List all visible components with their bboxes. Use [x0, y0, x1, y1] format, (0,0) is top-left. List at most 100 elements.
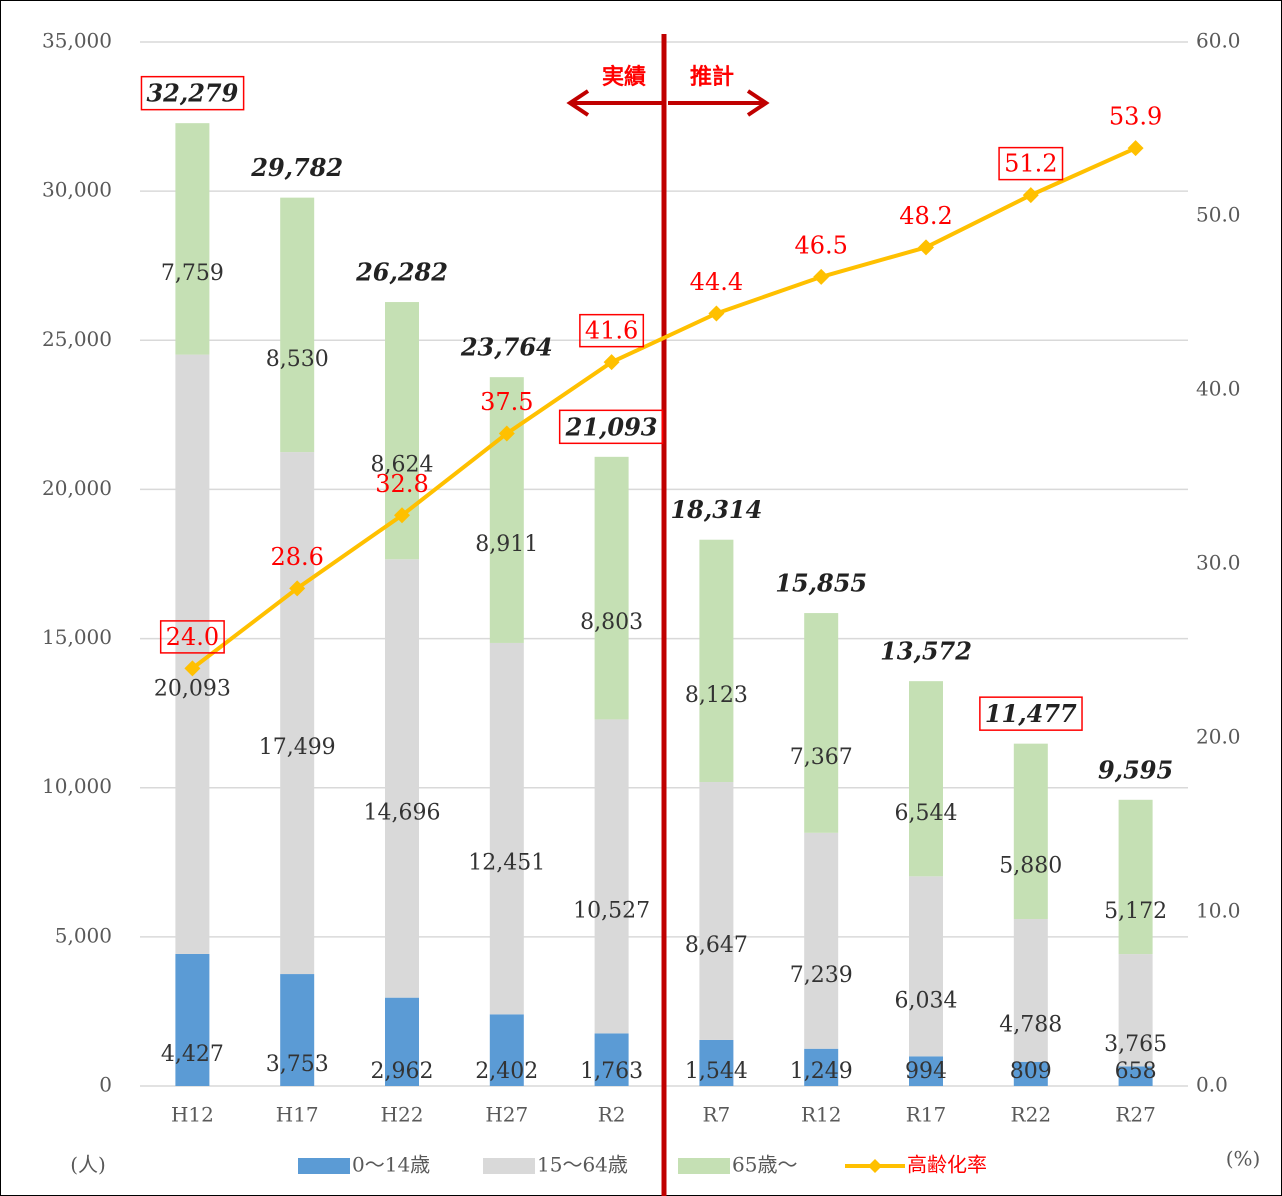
- bar-segment: [385, 997, 419, 1086]
- segment-label: 8,647: [685, 933, 748, 958]
- segment-label: 5,880: [999, 853, 1062, 878]
- bar-segment: [489, 642, 524, 1015]
- segment-label: 1,544: [685, 1059, 748, 1084]
- total-label: 13,572: [880, 637, 972, 666]
- rate-label: 32.8: [375, 470, 428, 498]
- bar-segment: [280, 974, 315, 1086]
- bar-segment: [1013, 743, 1048, 920]
- overlay: 4,427 20,093 7,759 32,279 3,753 17,499 8,530 29…: [140, 75, 1173, 1177]
- arrow-left-head: [566, 89, 590, 117]
- segment-label: 10,527: [573, 898, 650, 923]
- total-label: 23,764: [460, 333, 553, 362]
- bar-segment: [175, 354, 210, 954]
- rate-label: 44.4: [690, 268, 743, 296]
- legend-swatch: [678, 1158, 730, 1174]
- x-tick-label: H22: [381, 1103, 424, 1127]
- y-tick-label: 20,000: [42, 476, 112, 500]
- x-tick-label: H12: [171, 1103, 214, 1127]
- segment-label: 7,759: [161, 261, 224, 286]
- bar-segment: [909, 1056, 943, 1086]
- total-label: 29,782: [250, 153, 343, 182]
- bar-segment: [699, 1039, 734, 1086]
- y-unit: (人): [70, 1153, 106, 1177]
- segment-label: 5,172: [1104, 899, 1167, 924]
- y2-tick-label: 20.0: [1196, 725, 1241, 749]
- y-tick-label: 5,000: [55, 923, 112, 947]
- rate-label: 53.9: [1109, 103, 1162, 131]
- bar-segment: [489, 1014, 524, 1086]
- legend-swatch: [298, 1158, 350, 1174]
- x-tick-label: R27: [1115, 1103, 1156, 1127]
- legend-label: 0～14歳: [352, 1153, 430, 1177]
- rate-marker: [498, 425, 515, 442]
- segment-label: 1,249: [790, 1059, 853, 1084]
- rate-label: 37.5: [480, 388, 533, 416]
- total-label: 26,282: [355, 258, 448, 287]
- bar-segment: [385, 559, 419, 998]
- grid: 0 5,000 10,000 15,000 20,000 25,000 30,000 35,0…: [42, 29, 1241, 1127]
- bar-segment: [699, 782, 734, 1040]
- label-box: [998, 146, 1064, 181]
- bar-segment: [804, 832, 839, 1049]
- total-label: 18,314: [670, 495, 762, 524]
- segment-label: 12,451: [468, 851, 545, 876]
- segment-label: 8,803: [580, 610, 643, 635]
- x-tick-label: R12: [801, 1103, 842, 1127]
- segment-label: 8,911: [475, 532, 538, 557]
- segment-label: 809: [1010, 1059, 1052, 1084]
- bar-segment: [804, 613, 839, 833]
- legend-swatch: [483, 1158, 535, 1174]
- segment-label: 994: [905, 1059, 947, 1084]
- label-box: [140, 75, 245, 111]
- rate-marker: [1127, 140, 1144, 157]
- y2-tick-label: 10.0: [1196, 899, 1241, 923]
- rate-line: [191, 146, 1137, 670]
- segment-label: 658: [1115, 1059, 1157, 1084]
- bar-segment: [175, 953, 210, 1086]
- segment-label: 20,093: [154, 676, 231, 701]
- total-label: 11,477: [985, 699, 1077, 728]
- segment-label: 6,544: [895, 801, 958, 826]
- segment-label: 3,753: [266, 1052, 329, 1077]
- label-box: [558, 409, 664, 445]
- y-tick-label: 0: [99, 1073, 112, 1097]
- segment-label: 8,123: [685, 683, 748, 708]
- total-label: 21,093: [565, 412, 658, 441]
- arrow-right-head: [746, 89, 770, 117]
- actual-label: 実績: [602, 64, 646, 90]
- rate-marker: [1022, 187, 1039, 204]
- y-tick-label: 25,000: [42, 327, 112, 351]
- forecast-label: 推計: [690, 64, 734, 90]
- legend-label: 65歳～: [732, 1153, 797, 1177]
- label-box: [579, 313, 645, 348]
- rate-marker: [289, 580, 306, 597]
- x-tick-label: R17: [906, 1103, 947, 1127]
- y2-tick-label: 60.0: [1196, 29, 1241, 53]
- label-box: [159, 620, 225, 654]
- bar-segment: [1013, 919, 1048, 1062]
- segment-label: 17,499: [259, 735, 336, 760]
- bar-segment: [1118, 1066, 1153, 1086]
- segment-label: 7,239: [790, 963, 853, 988]
- x-tick-label: H17: [276, 1103, 319, 1127]
- segment-label: 2,402: [475, 1059, 538, 1084]
- bar-segment: [280, 452, 315, 975]
- y2-tick-label: 30.0: [1196, 551, 1241, 575]
- rate-marker: [394, 507, 410, 524]
- y-tick-label: 35,000: [42, 29, 112, 53]
- legend-marker: [868, 1159, 882, 1173]
- total-label: 15,855: [775, 569, 867, 598]
- y2-tick-label: 50.0: [1196, 203, 1241, 227]
- segment-label: 14,696: [364, 800, 441, 825]
- bar-segment: [699, 539, 734, 783]
- label-box: [979, 696, 1083, 731]
- bars: [175, 123, 1153, 1086]
- y-tick-label: 15,000: [42, 625, 112, 649]
- bar-segment: [175, 123, 210, 355]
- legend-label: 高齢化率: [907, 1153, 987, 1177]
- total-label: 9,595: [1098, 755, 1173, 784]
- segment-label: 6,034: [895, 988, 958, 1013]
- segment-label: 2,962: [371, 1059, 434, 1084]
- rate-label: 41.6: [585, 317, 638, 345]
- y-tick-label: 10,000: [42, 774, 112, 798]
